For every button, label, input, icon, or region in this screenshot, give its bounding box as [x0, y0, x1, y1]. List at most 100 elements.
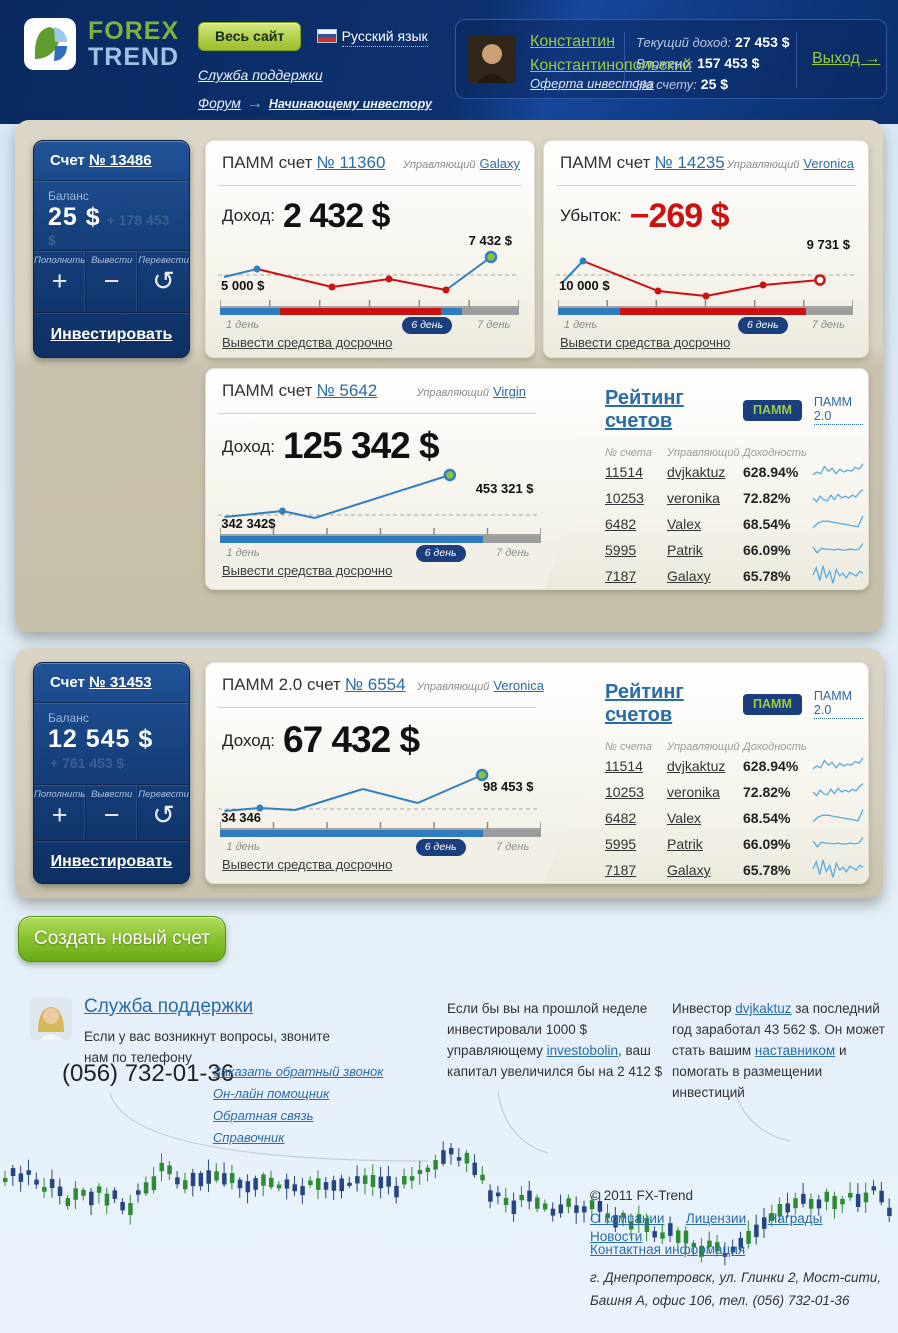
manager-investobolin-link[interactable]: investobolin	[546, 1043, 618, 1058]
invest-button[interactable]: Инвестировать	[50, 853, 173, 870]
rating-account-link[interactable]: 11514	[605, 758, 643, 774]
rating-manager-link[interactable]: Valex	[667, 810, 701, 826]
rating-account-link[interactable]: 11514	[605, 464, 643, 480]
tab-pamm-2[interactable]: ПАММ 2.0	[813, 689, 863, 719]
investor-dvjkaktuz-link[interactable]: dvjkaktuz	[735, 1001, 792, 1016]
news-link[interactable]: Новости	[590, 1229, 643, 1244]
rating-manager-link[interactable]: Patrik	[667, 542, 703, 558]
logo[interactable]: FOREX TREND	[24, 18, 179, 70]
rating-manager-link[interactable]: veronika	[667, 784, 720, 800]
rating-title-link[interactable]: Рейтинг счетов	[605, 681, 684, 726]
withdraw-early-link[interactable]: Вывести средства досрочно	[222, 335, 393, 350]
pamm-card-6554: ПАММ 2.0 счет № 6554 Управляющий Veronica …	[206, 663, 556, 883]
rating-manager-link[interactable]: Valex	[667, 516, 701, 532]
investor-offer-link[interactable]: Оферта инвестора	[530, 76, 654, 91]
contact-info-link[interactable]: Контактная информация	[590, 1242, 746, 1257]
pamm-number-link[interactable]: № 5642	[316, 381, 378, 400]
header-nav: Весь сайт Русский язык Служба поддержки …	[198, 22, 432, 113]
rating-account-link[interactable]: 7187	[605, 862, 637, 878]
rating-account-link[interactable]: 10253	[605, 784, 644, 800]
day-timeline: 1 день 6 день 7 день	[220, 299, 519, 339]
logout-link[interactable]: Выход →	[812, 50, 881, 67]
support-service-link[interactable]: Служба поддержки	[84, 996, 254, 1017]
day-timeline: 1 день 6 день 7 день	[558, 299, 853, 339]
pamm-result: Убыток: −269 $	[560, 197, 730, 235]
manager-link[interactable]: Veronica	[803, 156, 854, 171]
tab-pamm-2[interactable]: ПАММ 2.0	[813, 395, 863, 425]
feedback-link[interactable]: Обратная связь	[213, 1108, 314, 1123]
about-company-link[interactable]: О компании	[590, 1211, 665, 1226]
transfer-button[interactable]: Перевести ↺	[137, 785, 189, 840]
rating-manager-link[interactable]: veronika	[667, 490, 720, 506]
tab-pamm[interactable]: ПАММ	[743, 399, 802, 421]
awards-link[interactable]: Награды	[767, 1211, 823, 1226]
withdraw-early-link[interactable]: Вывести средства досрочно	[560, 335, 731, 350]
account-actions: Пополнить + Вывести − Перевести ↺	[34, 785, 189, 841]
rating-manager-link[interactable]: Patrik	[667, 836, 703, 852]
pamm-card-title: ПАММ счет № 11360	[222, 153, 386, 172]
create-account-button[interactable]: Создать новый счет	[18, 916, 226, 962]
account-number-link[interactable]: № 13486	[89, 152, 152, 169]
manager-link[interactable]: Virgin	[492, 384, 526, 399]
deposit-button[interactable]: Пополнить +	[34, 255, 86, 296]
language-link[interactable]: Русский язык	[341, 27, 428, 47]
rating-row: 10253 veronika 72.82%	[605, 779, 864, 805]
timeline-ruler	[220, 528, 541, 536]
deposit-button[interactable]: Пополнить +	[34, 789, 86, 830]
withdraw-early-link[interactable]: Вывести средства досрочно	[222, 857, 393, 872]
withdraw-button[interactable]: Вывести −	[85, 785, 137, 840]
pamm-line-chart: 5 000 $ 7 432 $	[218, 235, 518, 294]
pamm-number-link[interactable]: № 14235	[654, 153, 725, 172]
rating-yield: 65.78%	[743, 568, 791, 584]
rating-account-link[interactable]: 6482	[605, 810, 637, 826]
divider	[218, 707, 536, 708]
forum-link[interactable]: Форум	[198, 95, 241, 111]
support-service-link[interactable]: Служба поддержки	[198, 67, 323, 83]
tab-pamm[interactable]: ПАММ	[743, 693, 802, 715]
rating-account-link[interactable]: 5995	[605, 836, 637, 852]
arrow-right-icon: →	[246, 95, 263, 112]
timeline-bar	[220, 830, 541, 837]
yield-sparkline	[812, 515, 864, 529]
rating-account-link[interactable]: 5995	[605, 542, 637, 558]
licenses-link[interactable]: Лицензии	[685, 1211, 747, 1226]
user-avatar[interactable]	[468, 35, 516, 83]
divider	[556, 185, 856, 186]
rating-yield: 68.54%	[743, 516, 791, 532]
transfer-button[interactable]: Перевести ↺	[137, 251, 189, 312]
beginner-investor-link[interactable]: Начинающему инвестору	[268, 97, 432, 111]
mentor-link[interactable]: наставником	[754, 1043, 836, 1058]
rating-manager-link[interactable]: dvjkaktuz	[667, 758, 726, 774]
accounts-panel-2: Счет № 31453 Баланс 12 545 $ + 761 453 $ …	[15, 648, 883, 898]
pamm-card-6554-and-rating: ПАММ 2.0 счет № 6554 Управляющий Veronica …	[205, 662, 869, 884]
user-first-name-link[interactable]: Константин	[530, 33, 616, 50]
pamm-number-link[interactable]: № 6554	[344, 675, 406, 694]
rating-account-link[interactable]: 6482	[605, 516, 637, 532]
pamm-number-link[interactable]: № 11360	[316, 153, 386, 172]
handbook-link[interactable]: Справочник	[213, 1130, 285, 1145]
callback-link[interactable]: Заказать обратный звонок	[213, 1064, 384, 1079]
withdraw-early-link[interactable]: Вывести средства досрочно	[222, 563, 393, 578]
rating-account-link[interactable]: 7187	[605, 568, 637, 584]
day6-badge: 6 день	[737, 317, 788, 334]
svg-text:342 342$: 342 342$	[221, 516, 276, 529]
withdraw-button[interactable]: Вывести −	[85, 251, 137, 312]
svg-text:9 731 $: 9 731 $	[807, 237, 851, 252]
invest-button[interactable]: Инвестировать	[50, 326, 173, 343]
rating-manager-link[interactable]: dvjkaktuz	[667, 464, 726, 480]
manager-link[interactable]: Galaxy	[479, 156, 520, 171]
whole-site-button[interactable]: Весь сайт	[198, 22, 302, 51]
rating-account-link[interactable]: 10253	[605, 490, 644, 506]
svg-text:10 000 $: 10 000 $	[559, 278, 610, 293]
plus-icon: +	[51, 266, 68, 296]
rating-title-link[interactable]: Рейтинг счетов	[605, 387, 684, 432]
pamm-card-title: ПАММ счет № 5642	[222, 381, 378, 400]
user-last-name-link[interactable]: Константинопольский	[530, 57, 692, 74]
plus-icon: +	[51, 800, 68, 830]
online-helper-link[interactable]: Он-лайн помощник	[213, 1086, 330, 1101]
manager-link[interactable]: Veronica	[493, 678, 544, 693]
account-number-link[interactable]: № 31453	[89, 674, 152, 691]
rating-manager-link[interactable]: Galaxy	[667, 862, 711, 878]
yield-sparkline	[812, 489, 864, 503]
rating-manager-link[interactable]: Galaxy	[667, 568, 711, 584]
